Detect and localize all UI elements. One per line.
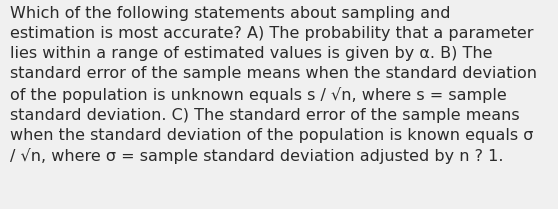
- Text: Which of the following statements about sampling and
estimation is most accurate: Which of the following statements about …: [10, 6, 537, 164]
